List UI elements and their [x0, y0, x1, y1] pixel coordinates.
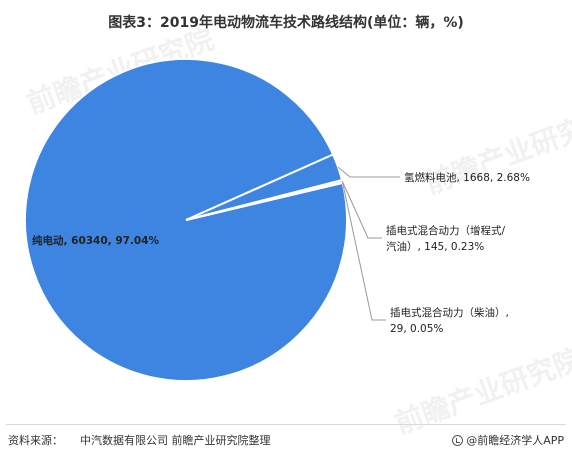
- label-phev-range-extender: 插电式混合动力（增程式/汽油）, 145, 0.23%: [386, 224, 505, 253]
- footer-divider: [6, 424, 566, 425]
- label-hydrogen-fuel-cell: 氢燃料电池, 1668, 2.68%: [404, 171, 530, 184]
- source-text: 中汽数据有限公司 前瞻产业研究院整理: [80, 434, 271, 447]
- label-phev-diesel: 插电式混合动力（柴油）, 29, 0.05%: [390, 306, 509, 335]
- brand-logo-icon: [452, 434, 464, 446]
- leader-phev-range-extender: [341, 181, 382, 239]
- footer: 资料来源： 中汽数据有限公司 前瞻产业研究院整理 @前瞻经济学人APP: [0, 422, 572, 461]
- leader-phev-diesel: [342, 182, 386, 321]
- chart-title: 图表3：2019年电动物流车技术路线结构(单位：辆，%): [108, 15, 464, 31]
- brand-text: @前瞻经济学人APP: [466, 434, 564, 447]
- brand: @前瞻经济学人APP: [452, 432, 564, 448]
- leader-hydrogen-fuel-cell: [337, 166, 400, 178]
- label-battery-electric: 纯电动, 60340, 97.04%: [32, 234, 160, 247]
- source-label: 资料来源：: [8, 434, 63, 447]
